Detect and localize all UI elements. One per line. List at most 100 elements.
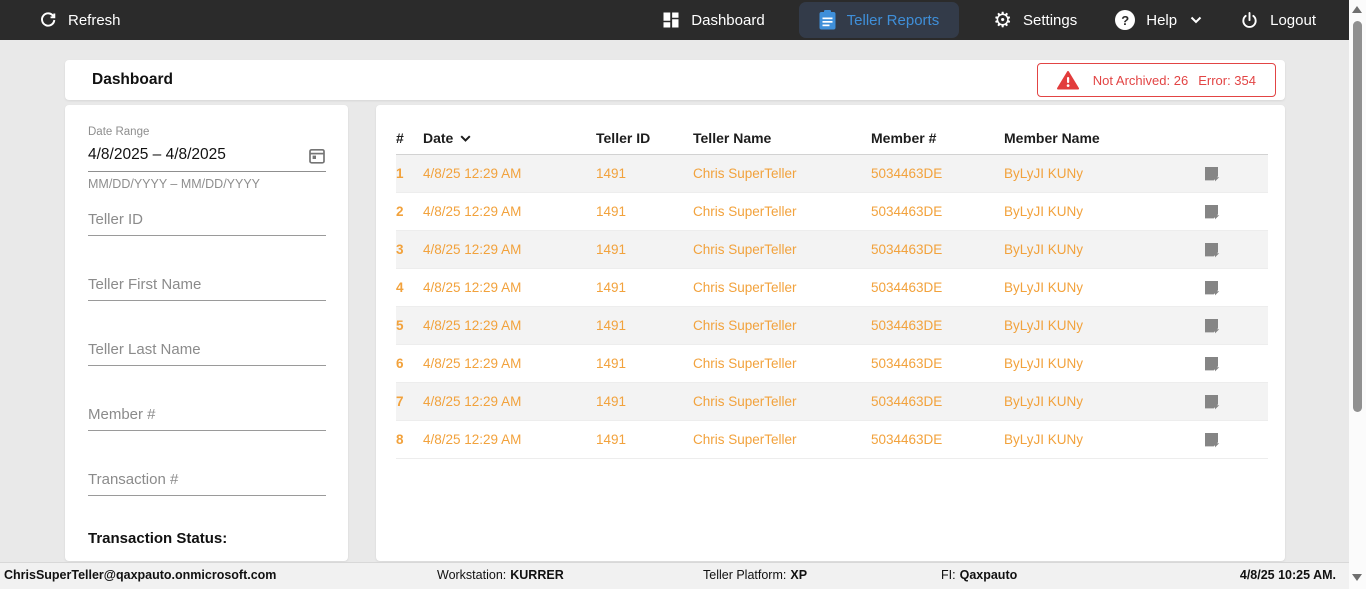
nav-item-label: Logout (1270, 11, 1316, 29)
row-date: 4/8/25 12:29 AM (423, 166, 522, 181)
row-teller-name: Chris SuperTeller (693, 280, 797, 295)
row-number: 4 (396, 280, 404, 295)
vertical-scrollbar (1349, 0, 1366, 589)
scrollbar-thumb[interactable] (1353, 21, 1362, 412)
nav-item-dashboard[interactable]: Dashboard (658, 0, 768, 40)
results-panel: # Date Teller ID Teller Name Member # Me… (376, 105, 1285, 561)
note-icon[interactable] (1201, 204, 1268, 220)
member-number-input[interactable] (88, 399, 326, 431)
col-header-num: # (396, 130, 404, 146)
scrollbar-down-arrow-icon[interactable] (1352, 574, 1362, 581)
note-icon[interactable] (1201, 318, 1268, 334)
row-member-name: ByLyJI KUNy (1004, 318, 1084, 333)
row-member-name: ByLyJI KUNy (1004, 280, 1084, 295)
page-title: Dashboard (92, 71, 173, 88)
row-date: 4/8/25 12:29 AM (423, 280, 522, 295)
row-date: 4/8/25 12:29 AM (423, 204, 522, 219)
row-member-num: 5034463DE (871, 166, 943, 181)
nav-item-label: Dashboard (691, 11, 765, 29)
nav-item-label: Help (1146, 11, 1178, 29)
row-teller-name: Chris SuperTeller (693, 394, 797, 409)
teller-first-name-input[interactable] (88, 269, 326, 301)
refresh-icon (39, 11, 57, 29)
row-date: 4/8/25 12:29 AM (423, 242, 522, 257)
row-member-name: ByLyJI KUNy (1004, 166, 1084, 181)
warning-triangle-icon (1056, 70, 1079, 90)
status-datetime: 4/8/25 10:25 AM. (1239, 568, 1336, 582)
nav-right-group: Dashboard Teller Reports ⚙ Settings ? He… (658, 0, 1320, 40)
row-teller-name: Chris SuperTeller (693, 356, 797, 371)
sort-desc-icon (460, 134, 471, 142)
date-range-label: Date Range (88, 126, 150, 138)
row-teller-id: 1491 (596, 318, 627, 333)
table-row[interactable]: 3 4/8/25 12:29 AM 1491 Chris SuperTeller… (396, 231, 1268, 269)
row-teller-name: Chris SuperTeller (693, 166, 797, 181)
note-icon[interactable] (1201, 394, 1268, 410)
row-member-num: 5034463DE (871, 280, 943, 295)
date-format-hint: MM/DD/YYYY – MM/DD/YYYY (88, 177, 261, 191)
archive-error-badge[interactable]: Not Archived: 26 Error: 354 (1036, 63, 1276, 97)
refresh-label: Refresh (68, 11, 121, 29)
row-number: 3 (396, 242, 404, 257)
row-member-name: ByLyJI KUNy (1004, 242, 1084, 257)
table-row[interactable]: 7 4/8/25 12:29 AM 1491 Chris SuperTeller… (396, 383, 1268, 421)
note-icon[interactable] (1201, 432, 1268, 448)
row-number: 1 (396, 166, 404, 181)
gear-icon: ⚙ (993, 8, 1013, 32)
row-teller-name: Chris SuperTeller (693, 204, 797, 219)
not-archived-count: Not Archived: 26 (1092, 72, 1189, 88)
row-number: 2 (396, 204, 404, 219)
dashboard-grid-icon (662, 11, 680, 29)
teller-id-input[interactable] (88, 204, 326, 236)
row-number: 7 (396, 394, 404, 409)
filters-panel: Date Range MM/DD/YYYY – MM/DD/YYYY Trans… (65, 105, 348, 561)
note-icon[interactable] (1201, 166, 1268, 182)
row-number: 6 (396, 356, 404, 371)
col-header-member-name[interactable]: Member Name (1004, 130, 1100, 146)
transaction-number-input[interactable] (88, 464, 326, 496)
teller-last-name-input[interactable] (88, 334, 326, 366)
refresh-button[interactable]: Refresh (35, 0, 125, 40)
col-header-member-num[interactable]: Member # (871, 130, 937, 146)
table-row[interactable]: 8 4/8/25 12:29 AM 1491 Chris SuperTeller… (396, 421, 1268, 459)
table-row[interactable]: 5 4/8/25 12:29 AM 1491 Chris SuperTeller… (396, 307, 1268, 345)
table-row[interactable]: 6 4/8/25 12:29 AM 1491 Chris SuperTeller… (396, 345, 1268, 383)
transaction-status-label: Transaction Status: (88, 530, 228, 547)
clipboard-icon (819, 10, 836, 30)
row-member-num: 5034463DE (871, 318, 943, 333)
status-fi: FI: Qaxpauto (941, 568, 1018, 582)
results-table: # Date Teller ID Teller Name Member # Me… (396, 122, 1268, 459)
note-icon[interactable] (1201, 356, 1268, 372)
row-teller-name: Chris SuperTeller (693, 432, 797, 447)
row-teller-name: Chris SuperTeller (693, 242, 797, 257)
calendar-icon[interactable] (308, 146, 326, 164)
nav-item-teller-reports[interactable]: Teller Reports (798, 2, 960, 38)
row-teller-id: 1491 (596, 432, 627, 447)
nav-item-logout[interactable]: Logout (1236, 0, 1320, 40)
row-member-num: 5034463DE (871, 432, 943, 447)
nav-item-settings[interactable]: ⚙ Settings (989, 0, 1081, 40)
row-member-name: ByLyJI KUNy (1004, 432, 1084, 447)
note-icon[interactable] (1201, 242, 1268, 258)
row-date: 4/8/25 12:29 AM (423, 356, 522, 371)
nav-item-help[interactable]: ? Help (1111, 0, 1206, 40)
table-row[interactable]: 1 4/8/25 12:29 AM 1491 Chris SuperTeller… (396, 155, 1268, 193)
table-body: 1 4/8/25 12:29 AM 1491 Chris SuperTeller… (396, 155, 1268, 459)
row-teller-name: Chris SuperTeller (693, 318, 797, 333)
col-header-date[interactable]: Date (423, 130, 596, 146)
table-row[interactable]: 4 4/8/25 12:29 AM 1491 Chris SuperTeller… (396, 269, 1268, 307)
row-member-name: ByLyJI KUNy (1004, 356, 1084, 371)
row-teller-id: 1491 (596, 356, 627, 371)
date-range-input[interactable] (88, 146, 308, 164)
col-header-teller-name[interactable]: Teller Name (693, 130, 772, 146)
row-teller-id: 1491 (596, 242, 627, 257)
row-member-num: 5034463DE (871, 242, 943, 257)
nav-item-label: Teller Reports (846, 11, 940, 29)
table-row[interactable]: 2 4/8/25 12:29 AM 1491 Chris SuperTeller… (396, 193, 1268, 231)
row-date: 4/8/25 12:29 AM (423, 318, 522, 333)
note-icon[interactable] (1201, 280, 1268, 296)
nav-item-label: Settings (1023, 11, 1078, 29)
scrollbar-up-arrow-icon[interactable] (1352, 6, 1362, 13)
col-header-teller-id[interactable]: Teller ID (596, 130, 651, 146)
top-nav: Refresh Dashboard Teller (0, 0, 1366, 40)
